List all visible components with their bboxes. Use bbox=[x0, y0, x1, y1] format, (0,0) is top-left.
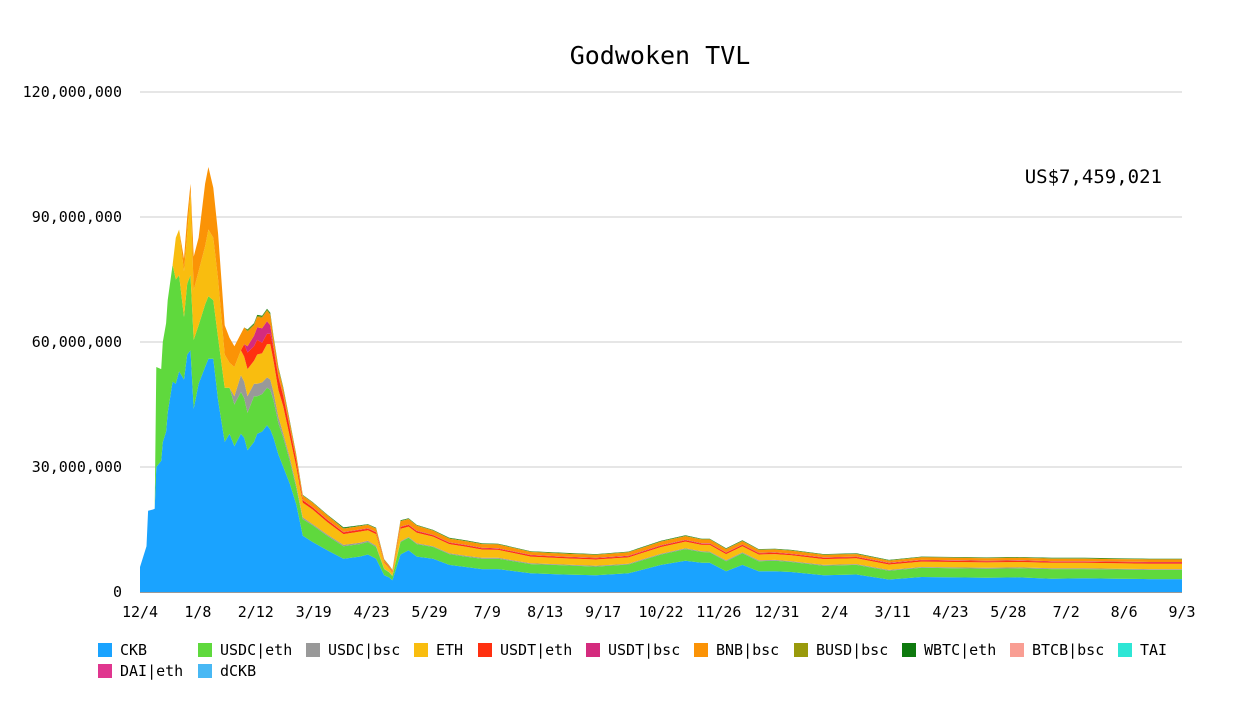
legend-label: dCKB bbox=[220, 662, 257, 680]
stacked-areas bbox=[140, 167, 1182, 592]
x-tick-label: 12/31 bbox=[754, 603, 799, 621]
legend-swatch bbox=[1118, 643, 1132, 657]
tvl-annotation: US$7,459,021 bbox=[1025, 166, 1162, 188]
legend-label: BTCB|bsc bbox=[1032, 641, 1105, 659]
legend-swatch bbox=[586, 643, 600, 657]
legend-label: USDC|bsc bbox=[328, 641, 401, 659]
legend-item-eth: ETH bbox=[414, 640, 463, 660]
legend-swatch bbox=[694, 643, 708, 657]
legend-label: BUSD|bsc bbox=[816, 641, 889, 659]
x-tick-label: 9/17 bbox=[585, 603, 621, 621]
x-axis-ticks: 12/4 1/8 2/12 3/19 4/23 5/29 7/9 8/13 9/17 10/22 1… bbox=[122, 603, 1196, 621]
x-tick-label: 10/22 bbox=[638, 603, 683, 621]
x-tick-label: 8/13 bbox=[527, 603, 563, 621]
legend-swatch bbox=[794, 643, 808, 657]
legend-item-busd-bsc: BUSD|bsc bbox=[794, 640, 888, 660]
x-tick-label: 4/23 bbox=[932, 603, 968, 621]
legend-label: WBTC|eth bbox=[924, 641, 997, 659]
y-tick-label: 60,000,000 bbox=[32, 333, 122, 351]
y-tick-label: 0 bbox=[113, 583, 122, 601]
legend-item-usdc-eth: USDC|eth bbox=[198, 640, 292, 660]
legend-item-dai-eth: DAI|eth bbox=[98, 661, 183, 681]
y-tick-label: 90,000,000 bbox=[32, 208, 122, 226]
x-tick-label: 7/9 bbox=[474, 603, 501, 621]
legend-swatch bbox=[1010, 643, 1024, 657]
legend-label: CKB bbox=[120, 641, 148, 659]
legend-label: USDC|eth bbox=[220, 641, 293, 659]
legend-swatch bbox=[306, 643, 320, 657]
legend-item-usdc-bsc: USDC|bsc bbox=[306, 640, 400, 660]
x-tick-label: 7/2 bbox=[1053, 603, 1080, 621]
x-tick-label: 9/3 bbox=[1168, 603, 1195, 621]
x-tick-label: 1/8 bbox=[184, 603, 211, 621]
legend-item-wbtc-eth: WBTC|eth bbox=[902, 640, 996, 660]
x-tick-label: 8/6 bbox=[1111, 603, 1138, 621]
legend-swatch bbox=[198, 664, 212, 678]
legend-label: USDT|bsc bbox=[608, 641, 681, 659]
x-tick-label: 5/29 bbox=[411, 603, 447, 621]
x-tick-label: 3/11 bbox=[874, 603, 910, 621]
area-ckb bbox=[140, 350, 1182, 592]
y-axis-ticks: 0 30,000,000 60,000,000 90,000,000 120,000,0… bbox=[23, 83, 122, 601]
legend-item-usdt-bsc: USDT|bsc bbox=[586, 640, 680, 660]
legend-swatch bbox=[98, 664, 112, 678]
legend-label: ETH bbox=[436, 641, 464, 659]
x-tick-label: 3/19 bbox=[296, 603, 332, 621]
legend-swatch bbox=[478, 643, 492, 657]
legend-item-dckb: dCKB bbox=[198, 661, 256, 681]
legend-swatch bbox=[98, 643, 112, 657]
legend-item-bnb-bsc: BNB|bsc bbox=[694, 640, 779, 660]
y-tick-label: 30,000,000 bbox=[32, 458, 122, 476]
x-tick-label: 12/4 bbox=[122, 603, 158, 621]
x-tick-label: 4/23 bbox=[353, 603, 389, 621]
legend-swatch bbox=[414, 643, 428, 657]
y-tick-label: 120,000,000 bbox=[23, 83, 122, 101]
x-tick-label: 2/12 bbox=[238, 603, 274, 621]
legend-item-btcb-bsc: BTCB|bsc bbox=[1010, 640, 1104, 660]
legend-swatch bbox=[198, 643, 212, 657]
x-tick-label: 5/28 bbox=[990, 603, 1026, 621]
x-tick-label: 11/26 bbox=[696, 603, 741, 621]
legend-item-tai: TAI bbox=[1118, 640, 1167, 660]
legend-item-usdt-eth: USDT|eth bbox=[478, 640, 572, 660]
legend-item-ckb: CKB bbox=[98, 640, 147, 660]
legend-label: USDT|eth bbox=[500, 641, 573, 659]
legend-swatch bbox=[902, 643, 916, 657]
chart-title: Godwoken TVL bbox=[570, 41, 751, 70]
legend-label: BNB|bsc bbox=[716, 641, 780, 659]
x-tick-label: 2/4 bbox=[821, 603, 848, 621]
legend-label: TAI bbox=[1140, 641, 1168, 659]
legend-label: DAI|eth bbox=[120, 662, 184, 680]
